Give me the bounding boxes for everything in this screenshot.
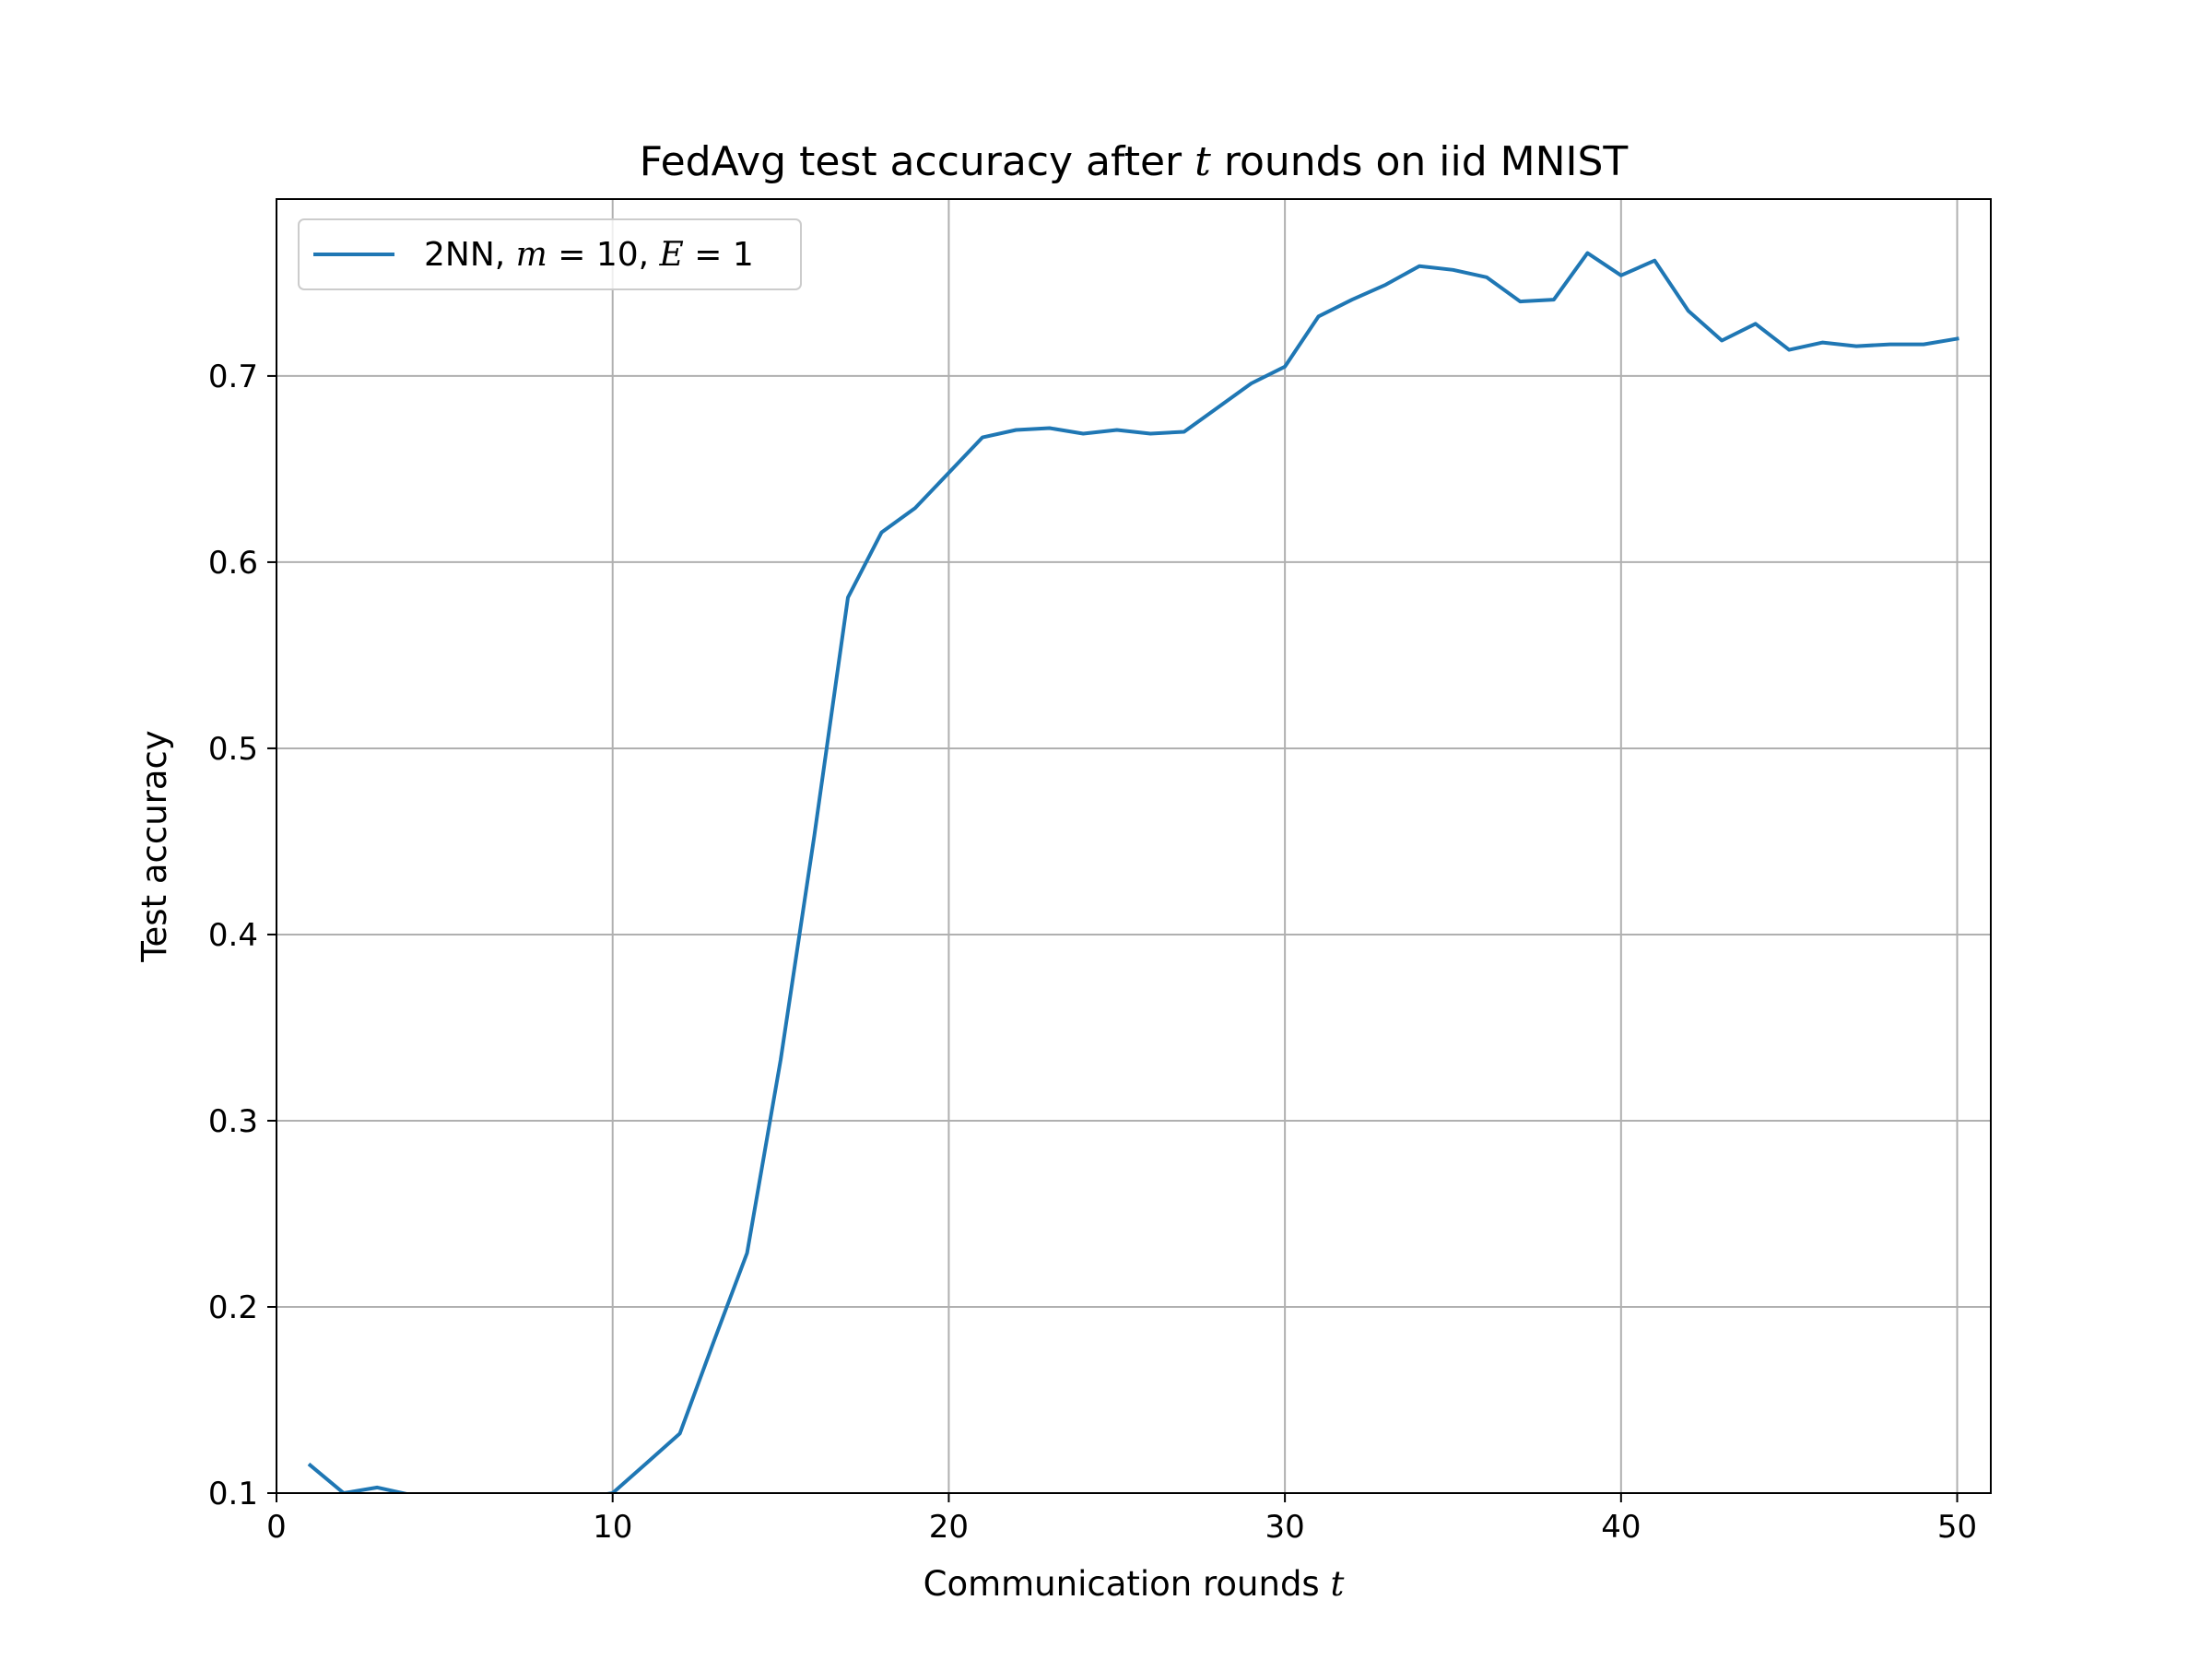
- legend: 2NN, m = 10, E = 1: [298, 218, 802, 290]
- x-tick-label: 10: [593, 1509, 632, 1546]
- x-axis-title-pre: Communication rounds: [924, 1564, 1331, 1604]
- series-layer: [307, 251, 1959, 1493]
- plot-frame: [276, 198, 1992, 1494]
- chart-title-var: t: [1194, 138, 1211, 185]
- legend-box: [298, 218, 802, 290]
- legend-m: m: [516, 236, 547, 274]
- y-tick-label: 0.4: [208, 917, 258, 954]
- y-tick-label: 0.7: [208, 359, 258, 395]
- y-tick-label: 0.6: [208, 545, 258, 582]
- series-line: [307, 251, 1959, 1493]
- chart-title: FedAvg test accuracy after t rounds on i…: [640, 138, 1629, 185]
- x-tick-label: 0: [266, 1509, 287, 1546]
- y-tick-label: 0.3: [208, 1103, 258, 1140]
- x-tick-label: 20: [929, 1509, 969, 1546]
- y-axis-title: Test accuracy: [135, 730, 174, 963]
- x-tick-label: 30: [1265, 1509, 1304, 1546]
- y-tick-label: 0.5: [208, 731, 258, 768]
- chart-title-pre: FedAvg test accuracy after: [640, 138, 1194, 185]
- legend-e-val: = 1: [684, 236, 754, 274]
- x-tick-label: 50: [1937, 1509, 1977, 1546]
- legend-e: E: [659, 236, 684, 274]
- legend-m-val: = 10,: [547, 236, 660, 274]
- grid: [276, 199, 1991, 1494]
- legend-label: 2NN, m = 10, E = 1: [424, 236, 754, 274]
- chart-title-post: rounds on iid MNIST: [1211, 138, 1629, 185]
- y-tick-label: 0.1: [208, 1476, 258, 1512]
- x-axis-title-var: t: [1330, 1564, 1344, 1604]
- ticks: 0 10 20 30 40 50 0.1 0.2 0.3 0.4 0.5 0.6 0.7: [208, 359, 1977, 1546]
- y-tick-label: 0.2: [208, 1289, 258, 1326]
- x-axis-title: Communication rounds t: [924, 1564, 1345, 1604]
- legend-pre: 2NN,: [424, 236, 516, 274]
- x-tick-label: 40: [1601, 1509, 1641, 1546]
